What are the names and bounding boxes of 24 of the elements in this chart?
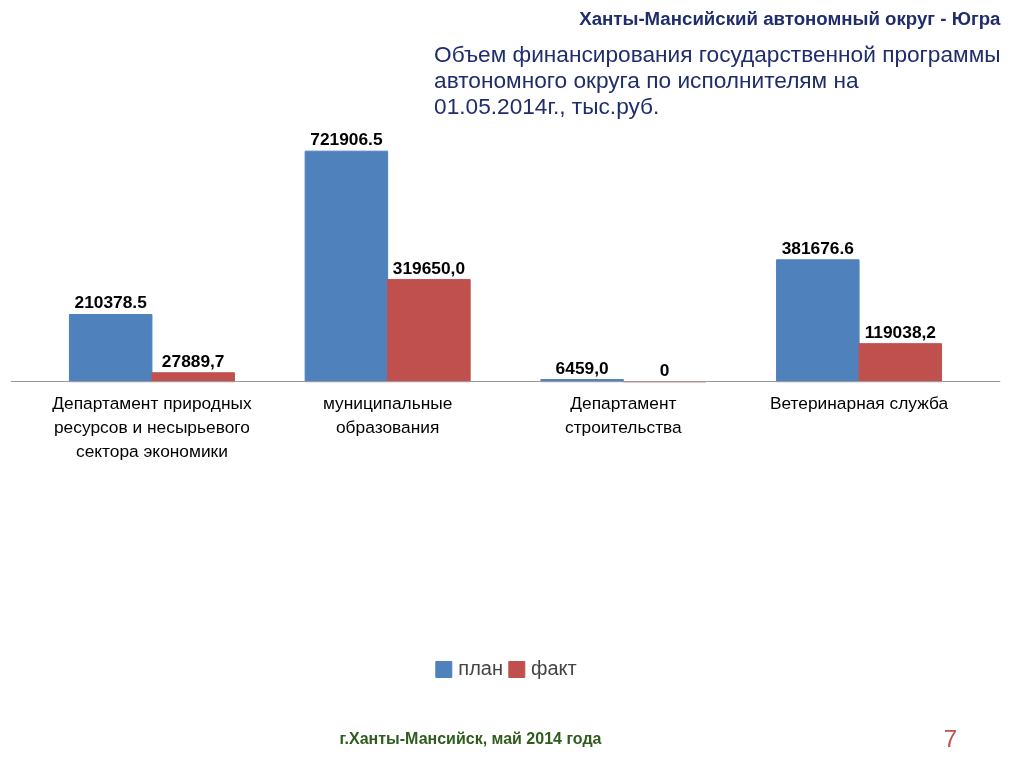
bar bbox=[304, 150, 389, 383]
x-tick-label: муниципальные образования bbox=[322, 392, 453, 437]
bar bbox=[387, 279, 471, 383]
data-label: 119038,2 bbox=[864, 321, 936, 342]
bar bbox=[858, 343, 943, 383]
bar bbox=[68, 314, 153, 383]
data-label: 210378.5 bbox=[74, 292, 148, 313]
bar bbox=[151, 372, 235, 383]
data-label: 0 bbox=[659, 359, 670, 380]
chart-subtitle: Ханты-Мансийский автономный округ - Югра bbox=[579, 7, 1002, 29]
data-label: 27889,7 bbox=[161, 350, 225, 371]
x-tick-label: Департамент природных ресурсов и несырьевого сектора экономики bbox=[52, 392, 252, 461]
data-label: 721906.5 bbox=[310, 129, 383, 150]
text: г.Ханты-Мансийск, май 2014 года bbox=[339, 729, 602, 747]
data-label: 6459,0 bbox=[555, 357, 609, 378]
data-label: 381676.6 bbox=[781, 237, 855, 258]
chart-title: Объем финансирования государственной программы автономного округа по исполнителям на 01.05.2014г., тыс.руб. bbox=[434, 40, 1001, 119]
legend-label: план bbox=[458, 657, 503, 680]
x-tick-label: Ветеринарная служба bbox=[770, 392, 949, 413]
data-label: 319650,0 bbox=[392, 257, 466, 278]
bar bbox=[776, 259, 860, 383]
x-tick-label: Департамент строительства bbox=[564, 392, 683, 437]
legend-label: факт bbox=[530, 657, 577, 680]
text: 7 bbox=[943, 724, 958, 752]
